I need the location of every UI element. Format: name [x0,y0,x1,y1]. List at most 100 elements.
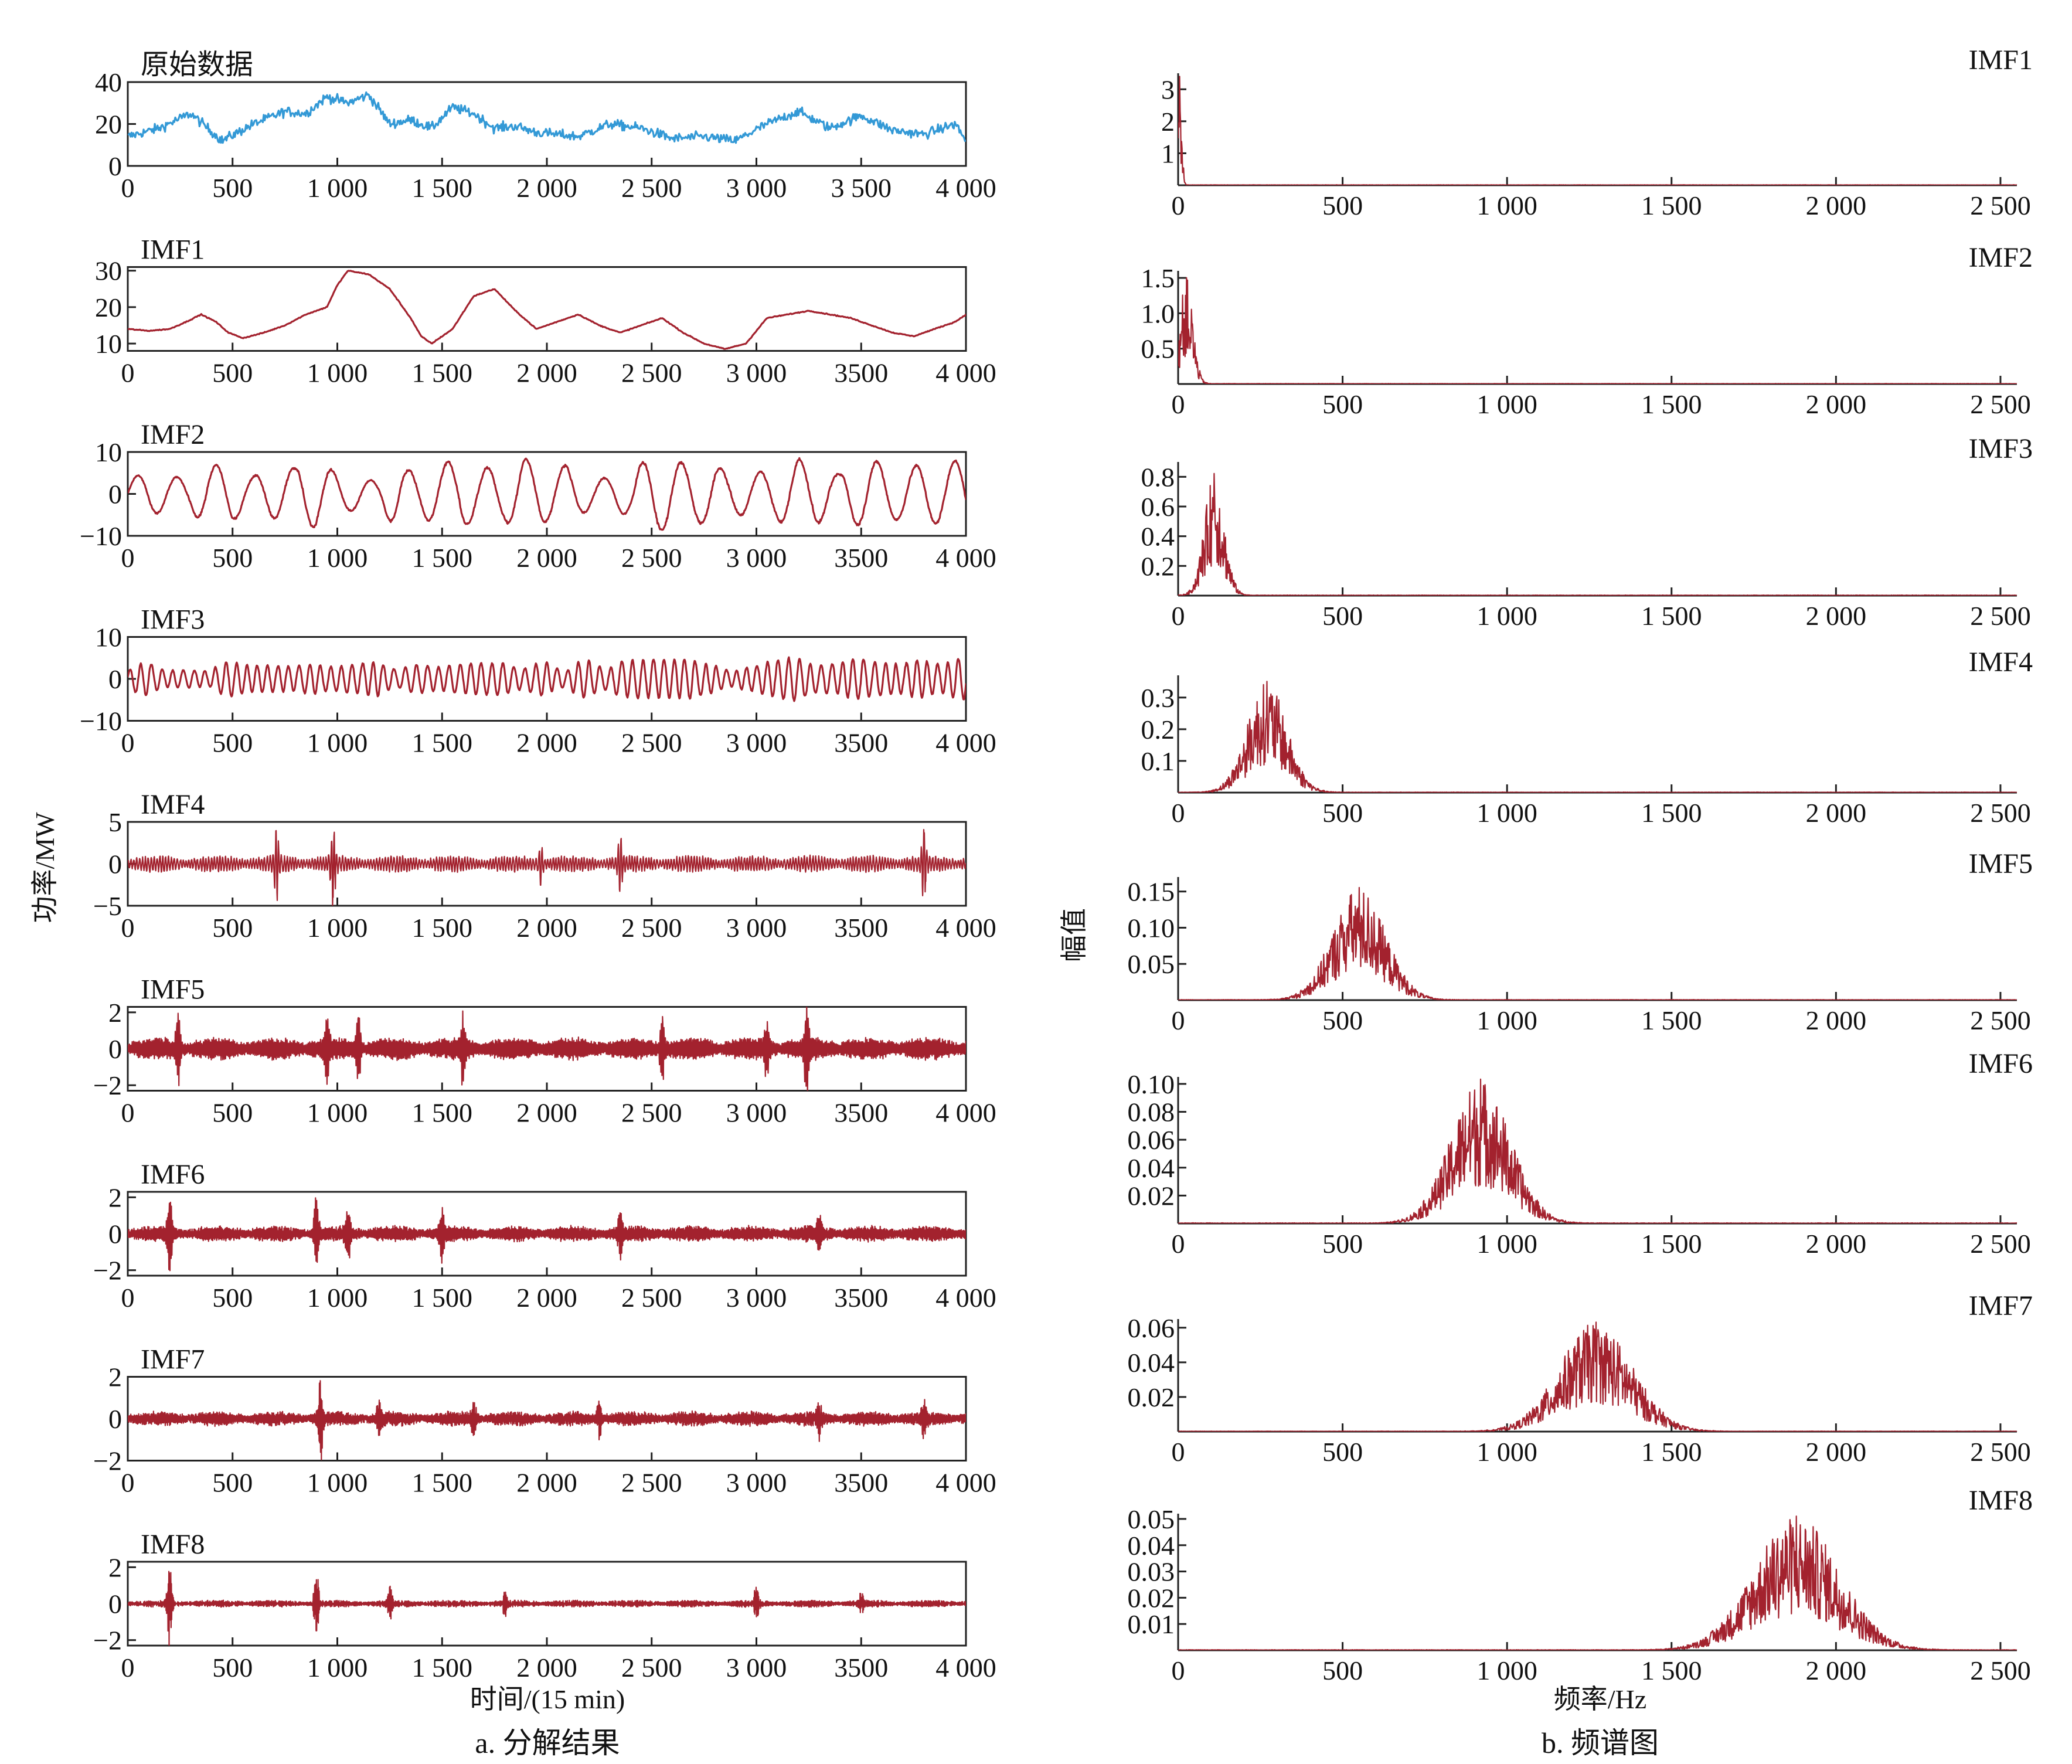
x-tick-label: 1 500 [412,358,473,388]
x-tick-label: 0 [1172,1656,1185,1685]
x-tick-label: 1 500 [412,1468,473,1498]
y-tick-label: 1.5 [1141,263,1175,293]
x-tick-label: 500 [212,1283,253,1313]
imf-signal-line [128,457,966,531]
y-tick-label: 0.15 [1128,877,1175,907]
x-tick-label: 3500 [834,358,888,388]
y-tick-label: 0.05 [1128,949,1175,979]
y-tick-label: 0.6 [1141,492,1175,522]
left-ylabel: 功率/MW [30,812,60,923]
x-tick-label: 4 000 [935,1468,996,1498]
x-tick-label: 1 500 [1641,1656,1702,1685]
x-tick-label: 4 000 [935,913,996,943]
subplot-title: IMF1 [141,234,205,266]
x-tick-label: 3500 [834,1283,888,1313]
spectrum-line [1178,76,2017,185]
x-tick-label: 2 500 [621,543,682,573]
y-tick-label: 20 [95,110,122,140]
subplot-title: IMF7 [141,1344,205,1375]
x-tick-label: 0 [1172,1005,1185,1035]
x-tick-label: 500 [212,1098,253,1128]
subplot-title: IMF4 [141,789,205,820]
y-tick-label: 0.2 [1141,715,1175,745]
spectrum-line [1178,1321,2017,1432]
y-tick-label: 0.10 [1128,913,1175,943]
x-tick-label: 4 000 [935,1098,996,1128]
y-tick-label: −5 [93,891,122,921]
x-tick-label: 1 000 [1476,798,1537,828]
x-tick-label: 3 000 [726,1283,787,1313]
x-tick-label: 1 500 [1641,1437,1702,1467]
spectrum-panel: IMF1 123 0 500 1 000 1 500 2 000 2 500 IMF2 0.5 1.… [1128,45,2033,1685]
x-tick-label: 500 [1322,798,1363,828]
spectrum-subplot-3: IMF3 0.20.40.60.8 0 500 1 000 1 500 2 000 2 500 [1141,433,2033,631]
y-tick-label: 2 [108,1362,122,1392]
subplot-title: IMF2 [1969,242,2033,273]
x-tick-label: 0 [121,1653,135,1683]
x-tick-label: 1 000 [307,1468,368,1498]
imf-signal-line [128,270,966,350]
subplot-title: 原始数据 [141,49,253,80]
y-tick-label: 0.1 [1141,746,1175,776]
x-tick-label: 0 [121,1283,135,1313]
x-tick-label: 0 [121,173,135,203]
x-tick-label: 2 000 [516,913,577,943]
spectrum-subplot-7: IMF7 0.02 0.04 0.06 0 500 1 000 1 500 2 000 2 500 [1128,1290,2033,1467]
x-tick-label: 2 000 [516,173,577,203]
spectrum-subplot-4: IMF4 0.10.20.3 0 500 1 000 1 500 2 000 2 500 [1141,647,2033,828]
x-tick-label: 3 000 [726,543,787,573]
x-tick-label: 2 000 [1806,191,1867,220]
y-tick-label: 2 [108,1182,122,1212]
x-tick-label: 500 [1322,1656,1363,1685]
x-tick-label: 500 [1322,1005,1363,1035]
x-tick-label: 2 500 [621,358,682,388]
spectrum-subplot-6: IMF6 0.020.040.060.080.10 0 500 1 000 1 500 2 … [1128,1048,2033,1259]
x-tick-label: 3500 [834,1653,888,1683]
x-tick-label: 0 [1172,389,1185,419]
right-caption: b. 频谱图 [1542,1726,1659,1759]
x-tick-label: 3 000 [726,728,787,758]
x-tick-label: 3500 [834,728,888,758]
plot-frame [127,266,967,352]
x-tick-label: 2 000 [1806,601,1867,631]
x-tick-label: 2 000 [516,543,577,573]
y-tick-label: −2 [93,1256,122,1286]
x-tick-label: 2 000 [516,1283,577,1313]
x-tick-label: 2 000 [1806,1656,1867,1685]
imf-signal-line [128,1007,966,1091]
x-tick-label: 500 [1322,191,1363,220]
x-tick-label: 0 [1172,1229,1185,1259]
y-tick-label: 0.03 [1128,1557,1175,1587]
x-tick-label: 3 000 [726,1653,787,1683]
y-tick-label: 0.06 [1128,1125,1175,1155]
x-tick-label: 2 000 [516,358,577,388]
x-tick-label: 3500 [834,543,888,573]
x-tick-label: 1 000 [1476,1229,1537,1259]
x-tick-label: 500 [212,1653,253,1683]
y-tick-label: 1 [1161,138,1175,168]
x-tick-label: 1 500 [1641,798,1702,828]
y-tick-label: 1.0 [1141,298,1175,328]
y-tick-label: 20 [95,293,122,322]
x-tick-label: 2 000 [516,1653,577,1683]
y-tick-label: 0 [108,664,122,694]
spectrum-line [1178,681,2017,793]
x-tick-label: 1 500 [412,543,473,573]
y-tick-label: 0.04 [1128,1348,1175,1378]
x-tick-label: 1 000 [307,1653,368,1683]
imf-signal-line [128,829,966,906]
y-tick-label: 0.02 [1128,1583,1175,1613]
x-tick-label: 2 000 [516,1098,577,1128]
y-tick-label: 2 [1161,107,1175,137]
x-tick-label: 1 500 [1641,1229,1702,1259]
subplot-title: IMF3 [1969,433,2033,464]
x-tick-label: 2 000 [1806,1229,1867,1259]
x-tick-label: 2 500 [1970,1005,2031,1035]
x-tick-label: 1 000 [1476,1656,1537,1685]
x-tick-label: 4 000 [935,358,996,388]
spectrum-line [1178,1515,2017,1650]
